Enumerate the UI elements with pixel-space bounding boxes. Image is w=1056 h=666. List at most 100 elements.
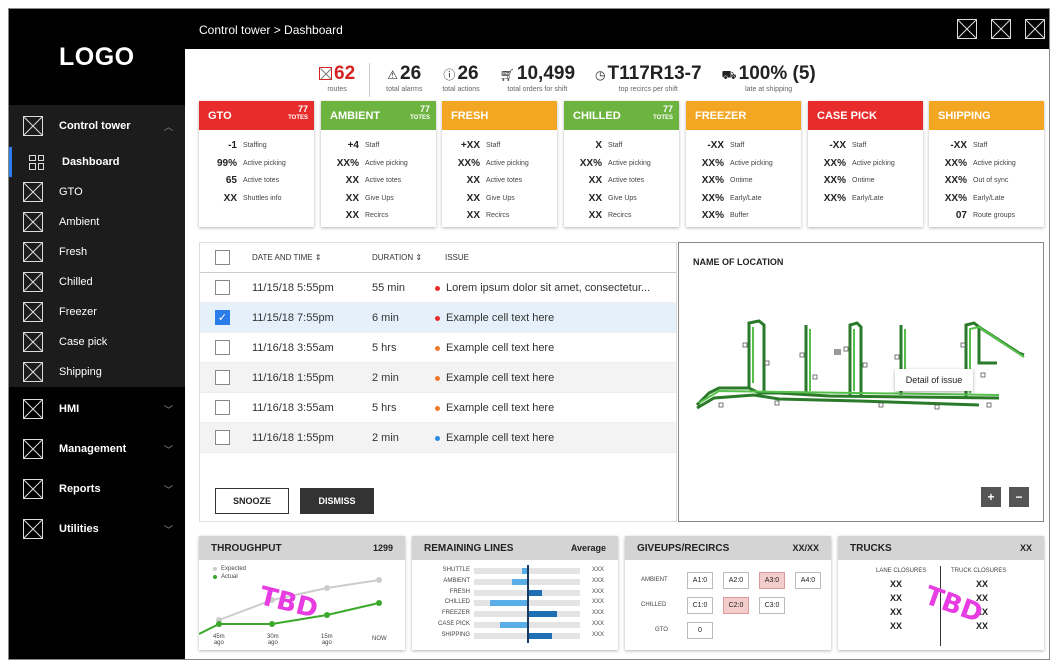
sidebar-nav: Control tower ︿ Dashboard GTO Ambient xyxy=(9,105,185,549)
map-marker-icon[interactable] xyxy=(834,349,841,355)
kpi-strip: 62 routes ⚠ 26 total alarms ⓘ 26 total act… xyxy=(309,63,949,97)
column-label: DATE AND TIME xyxy=(252,253,313,262)
area-card-freezer[interactable]: FREEZER -XX Staff XX% Active picking XX% Ontim… xyxy=(686,101,801,227)
window-button-1-icon[interactable] xyxy=(957,19,977,39)
row-checkbox[interactable]: ✓ xyxy=(215,310,230,325)
table-row[interactable]: 11/16/18 1:55pm 2 min Example cell text he… xyxy=(200,423,676,453)
table-body: 11/15/18 5:55pm 55 min Lorem ipsum dolor s… xyxy=(200,273,676,453)
control-tower-icon xyxy=(23,116,43,136)
location-map[interactable]: NAME OF LOCATION xyxy=(678,242,1044,522)
row-checkbox[interactable] xyxy=(215,400,230,415)
column-header-duration[interactable]: DURATION ⇕ xyxy=(372,253,422,262)
gto-icon xyxy=(23,182,43,202)
card-metric: XX Active totes xyxy=(442,172,557,190)
card-title: CHILLED xyxy=(573,110,621,122)
sidebar-item-shipping[interactable]: Shipping xyxy=(9,357,185,387)
metric-value: XX% xyxy=(701,157,724,169)
trucks-panel[interactable]: TRUCKS XX LANE CLOSURES TRUCK CLOSURES X… xyxy=(838,536,1044,650)
giveups-chip[interactable]: A4:0 xyxy=(795,572,821,589)
conveyor-layout-map[interactable] xyxy=(679,243,1045,523)
sidebar-item-chilled[interactable]: Chilled xyxy=(9,267,185,297)
table-row[interactable]: 11/16/18 3:55am 5 hrs Example cell text he… xyxy=(200,393,676,423)
card-title: FRESH xyxy=(451,110,489,122)
panel-header: GIVEUPS/RECIRCS XX/XX xyxy=(625,536,831,560)
giveups-panel[interactable]: GIVEUPS/RECIRCS XX/XX AMBIENT A1:0 A2:0 A3:… xyxy=(625,536,831,650)
remaining-lines-panel[interactable]: REMAINING LINES Average SHUTTLE XXX AMBIEN… xyxy=(412,536,618,650)
kpi-value: T117R13-7 xyxy=(607,63,702,84)
zoom-out-button[interactable]: − xyxy=(1009,487,1029,507)
throughput-panel[interactable]: THROUGHPUT 1299 Expected Actual 45m ago 3… xyxy=(199,536,405,650)
snooze-button[interactable]: SNOOZE xyxy=(215,488,289,514)
sidebar-item-utilities[interactable]: Utilities ﹀ xyxy=(9,509,185,549)
table-row[interactable]: 11/16/18 3:55am 5 hrs Example cell text he… xyxy=(200,333,676,363)
metric-label: Active picking xyxy=(608,159,651,167)
sidebar-item-management[interactable]: Management ﹀ xyxy=(9,429,185,469)
cell-date: 11/15/18 5:55pm xyxy=(252,282,334,294)
sidebar-item-reports[interactable]: Reports ﹀ xyxy=(9,469,185,509)
metric-label: Out of sync xyxy=(973,177,1009,185)
area-card-fresh[interactable]: FRESH +XX Staff XX% Active picking XX Active t… xyxy=(442,101,557,227)
sidebar-item-case-pick[interactable]: Case pick xyxy=(9,327,185,357)
giveups-chip[interactable]: 0 xyxy=(687,622,713,639)
remaining-bar xyxy=(527,632,552,639)
metric-label: Staff xyxy=(973,142,988,150)
card-metric: XX Shuttles info xyxy=(199,190,314,208)
remaining-row-value: XXX xyxy=(592,631,605,638)
area-card-gto[interactable]: GTO 77 TOTES -1 Staffing 99% Active picking 65 A… xyxy=(199,101,314,227)
metric-label: Ontime xyxy=(852,177,875,185)
giveups-chip[interactable]: A3:0 xyxy=(759,572,785,589)
metric-label: Staff xyxy=(730,142,745,150)
window-button-3-icon[interactable] xyxy=(1025,19,1045,39)
kpi-alarms[interactable]: ⚠ 26 total alarms xyxy=(376,63,432,97)
sidebar-item-ambient[interactable]: Ambient xyxy=(9,207,185,237)
table-row[interactable]: 11/15/18 5:55pm 55 min Lorem ipsum dolor s… xyxy=(200,273,676,303)
sidebar-item-fresh[interactable]: Fresh xyxy=(9,237,185,267)
giveups-chip[interactable]: C2:0 xyxy=(723,597,749,614)
row-checkbox[interactable] xyxy=(215,370,230,385)
metric-value: XX xyxy=(588,175,602,187)
sidebar-item-hmi[interactable]: HMI ﹀ xyxy=(9,389,185,429)
select-all-checkbox[interactable] xyxy=(215,250,230,265)
table-row[interactable]: ✓ 11/15/18 7:55pm 6 min Example cell text h… xyxy=(200,303,676,333)
sidebar-item-dashboard[interactable]: Dashboard xyxy=(9,147,185,177)
sidebar-item-freezer[interactable]: Freezer xyxy=(9,297,185,327)
row-checkbox[interactable] xyxy=(215,430,230,445)
kpi-actions[interactable]: ⓘ 26 total actions xyxy=(432,63,489,97)
kpi-value: 62 xyxy=(334,63,356,84)
sidebar-item-label: GTO xyxy=(59,186,83,198)
giveups-chip[interactable]: C1:0 xyxy=(687,597,713,614)
metric-label: Active totes xyxy=(486,177,523,185)
metric-value: XX% xyxy=(823,175,846,187)
nav-section-control-tower: Control tower ︿ Dashboard GTO Ambient xyxy=(9,105,185,387)
metric-value: -XX xyxy=(829,140,846,152)
column-header-date[interactable]: DATE AND TIME ⇕ xyxy=(252,253,322,262)
sidebar-group-control-tower[interactable]: Control tower ︿ xyxy=(9,105,185,147)
dismiss-button[interactable]: DISMISS xyxy=(300,488,374,514)
column-label: DURATION xyxy=(372,253,414,262)
kpi-routes[interactable]: 62 routes xyxy=(309,63,371,97)
sidebar-item-gto[interactable]: GTO xyxy=(9,177,185,207)
table-row[interactable]: 11/16/18 1:55pm 2 min Example cell text he… xyxy=(200,363,676,393)
fresh-icon xyxy=(23,242,43,262)
remaining-row-label: CHILLED xyxy=(444,599,470,606)
giveups-chip[interactable]: C3:0 xyxy=(759,597,785,614)
giveups-chip[interactable]: A1:0 xyxy=(687,572,713,589)
area-card-ambient[interactable]: AMBIENT 77 TOTES +4 Staff XX% Active picking XX… xyxy=(321,101,436,227)
card-metric: XX% Buffer xyxy=(686,207,801,225)
card-header: AMBIENT 77 TOTES xyxy=(321,101,436,130)
area-card-chilled[interactable]: CHILLED 77 TOTES X Staff XX% Active picking XX A… xyxy=(564,101,679,227)
zoom-in-button[interactable]: + xyxy=(981,487,1001,507)
giveups-chip[interactable]: A2:0 xyxy=(723,572,749,589)
metric-label: Active picking xyxy=(365,159,408,167)
row-checkbox[interactable] xyxy=(215,280,230,295)
kpi-late-shipping[interactable]: ⛟ 100% (5) late at shipping xyxy=(712,63,826,97)
area-card-case-pick[interactable]: CASE PICK -XX Staff XX% Active picking XX% Ont… xyxy=(808,101,923,227)
row-checkbox[interactable] xyxy=(215,340,230,355)
area-card-shipping[interactable]: SHIPPING -XX Staff XX% Active picking XX% Out … xyxy=(929,101,1044,227)
card-metric: XX% Active picking xyxy=(929,155,1044,173)
kpi-label: routes xyxy=(327,86,347,93)
window-button-2-icon[interactable] xyxy=(991,19,1011,39)
kpi-recircs[interactable]: ◷ T117R13-7 top recircs per shift xyxy=(585,63,712,97)
chevron-down-icon: ﹀ xyxy=(163,524,173,535)
kpi-orders[interactable]: 🛒︎ 10,499 total orders for shift xyxy=(490,63,585,97)
